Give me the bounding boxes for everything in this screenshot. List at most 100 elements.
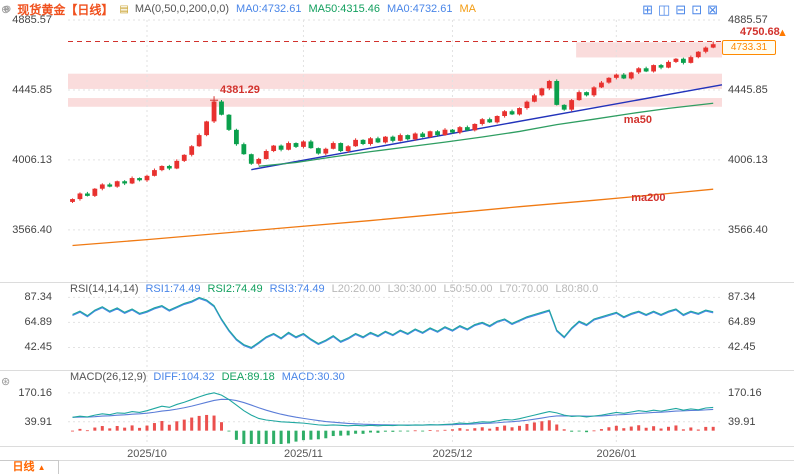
candle-body [450,129,455,133]
macd-histogram-bar [309,430,313,440]
macd-histogram-bar [667,426,670,431]
candle-body [114,181,120,187]
candle-body [345,146,351,152]
macd-indicator-header[interactable]: MACD(26,12,9) DIFF:104.32 DEA:89.18 MACD:30… [70,371,352,383]
ma200-line [72,188,714,247]
chevron-up-icon: ▲ [37,463,46,472]
macd-histogram-bar [93,427,97,431]
resistance-level-label: 4750.68 [740,26,780,39]
macd-histogram-bar [577,430,581,432]
candle-body [144,175,150,181]
rsi-l50: L50:50.00 [443,283,493,295]
macd-histogram-bar [220,422,223,431]
candle-body [457,127,463,133]
macd-histogram-bar [301,430,305,441]
macd-histogram-bar [592,430,596,432]
candle-body [427,131,433,138]
scroll-up-button[interactable]: ▲ [777,27,788,39]
candle-body [688,57,694,63]
ma50-value: MA50:4315.46 [308,3,381,15]
layout-split-icon[interactable]: ◫ [657,1,671,17]
macd-histogram-bar [85,430,89,432]
macd-histogram-bar [369,430,372,433]
candle-body [643,68,649,72]
axis-label: 39.91 [728,415,756,428]
axis-label: 64.89 [24,316,52,329]
indicator-settings-icon[interactable]: ▤ [119,3,129,15]
candle-body [353,139,358,147]
indicator-tool-icon[interactable]: ⊛ [1,376,11,388]
crosshair-icon[interactable]: ⊕ [3,3,12,15]
candle-body [315,148,321,154]
candle-body [286,143,291,150]
candle-body [666,61,671,68]
rsi-line [72,296,714,349]
layout-rows-icon[interactable]: ⊟ [675,1,687,17]
macd-histogram-bar [465,429,469,431]
candle-body [211,101,217,122]
date-tick-label: 2025/10 [127,448,167,460]
candle-body [226,114,232,130]
panel-separator [0,370,794,371]
candle-body [569,100,575,110]
rsi-l30: L30:30.00 [387,283,437,295]
macd-histogram-bar [450,429,454,431]
candle-body [375,138,381,143]
candle-body [368,138,373,145]
macd-histogram-bar [138,427,142,431]
candle-body [301,141,306,147]
trend-line [251,84,723,171]
ma-indicator-name: MA(0,50,0,200,0,0) [134,3,230,15]
ma-indicator-header[interactable]: MA(0,50,0,200,0,0) MA0:4732.61 MA50:4315.4… [135,3,483,15]
crosshair-tool-icon[interactable]: ⊕ [1,4,11,16]
macd-diff-value: DIFF:104.32 [153,371,215,383]
macd-histogram-bar [674,425,678,431]
candle-body [241,144,247,155]
candle-body [532,95,537,102]
tab-daily-period[interactable]: 日线 ▲ [0,460,59,474]
rsi3-value: RSI3:74.49 [269,283,325,295]
layout-single-icon[interactable]: ⊡ [691,1,703,17]
resistance-zone [68,98,722,107]
candle-body [278,145,284,150]
macd-histogram-bar [547,420,551,431]
macd-histogram-bar [540,421,544,431]
macd-histogram-bar [480,427,484,431]
candle-body [599,82,604,88]
macd-histogram-bar [205,414,209,431]
macd-histogram-bar [324,430,328,439]
macd-histogram-bar [383,430,387,432]
macd-histogram-bar [562,429,566,431]
macd-histogram-bar [503,425,507,431]
macd-histogram-bar [145,425,149,431]
macd-histogram-bar [190,417,194,431]
layout-grid-icon[interactable]: ⊞ [642,1,653,17]
candle-body [509,111,515,115]
macd-histogram-bar [607,427,611,431]
candle-body [561,104,567,110]
macd-histogram-bar [622,428,626,431]
axis-label: 87.34 [728,291,756,304]
candle-body [77,193,83,200]
macd-histogram-bar [339,430,343,436]
macd-histogram-bar [428,430,432,431]
date-tick-label: 2025/12 [432,448,473,460]
candle-body [554,81,560,105]
candle-body [174,160,180,169]
candle-body [412,133,418,140]
axis-label: 170.16 [728,386,762,399]
macd-histogram-bar [637,425,641,431]
macd-histogram-bar [212,415,216,431]
macd-histogram-bar [100,426,104,431]
close-panel-icon[interactable]: ⊠ [707,1,718,17]
panel-separator [0,446,794,447]
rsi-l80: L80:80.0 [555,283,599,295]
ma-truncated: MA [459,3,476,15]
macd-value: MACD:30.30 [281,371,345,383]
macd-histogram-bar [681,429,685,431]
candle-body [181,154,187,161]
right-price-axis: 4885.57 4445.85 4006.13 3566.40 87.34 64.89 42… [726,0,794,474]
rsi-indicator-header[interactable]: RSI(14,14,14) RSI1:74.49 RSI2:74.49 RSI3:74… [70,283,605,295]
